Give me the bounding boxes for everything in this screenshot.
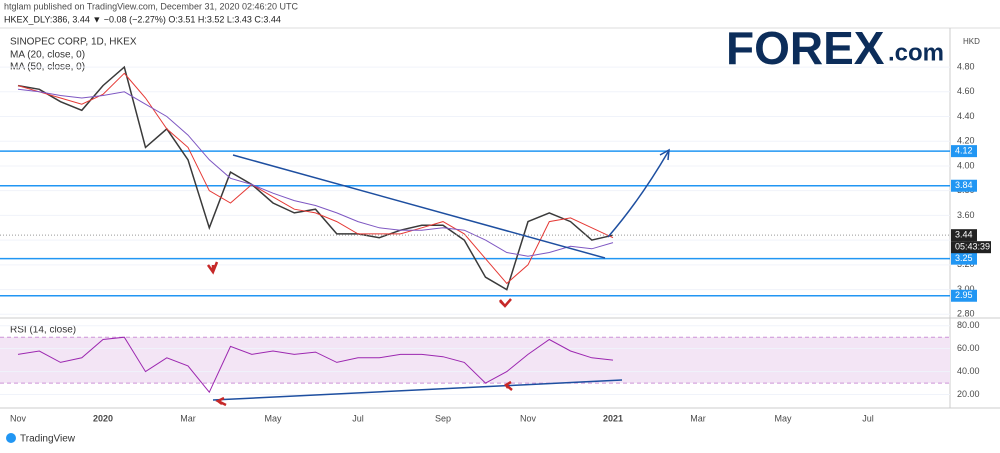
trendline <box>232 154 606 259</box>
ma-line <box>17 88 614 257</box>
x-tick-label: Nov <box>10 413 27 423</box>
y-tick-label: 40.00 <box>957 366 980 376</box>
level-tag <box>951 252 977 265</box>
x-tick-label: 2021 <box>603 413 623 423</box>
symbol-line: HKEX_DLY:386, 3.44 ▼ −0.08 (−2.27%) O:3.… <box>4 14 281 24</box>
level-label: 3.84 <box>955 180 973 190</box>
x-tick-label: May <box>774 413 792 423</box>
y-tick-label: 80.00 <box>957 320 980 330</box>
level-label: 2.95 <box>955 290 973 300</box>
y-tick-label: 4.60 <box>957 86 975 96</box>
ma-line <box>17 72 614 285</box>
level-label: 3.25 <box>955 253 973 263</box>
chart-title: SINOPEC CORP, 1D, HKEX <box>10 37 137 48</box>
countdown-tag <box>951 241 991 254</box>
rsi-line <box>17 336 614 394</box>
y-tick-label: 4.20 <box>957 136 975 146</box>
author-line: htglam published on TradingView.com, Dec… <box>4 1 299 11</box>
currency: HKD <box>963 37 980 46</box>
brand-suffix: .com <box>888 39 944 66</box>
marker-arrow <box>206 261 219 275</box>
x-tick-label: Jul <box>862 413 874 423</box>
level-tag <box>951 145 977 158</box>
rsi-band <box>0 337 950 384</box>
rsi-trendline <box>212 379 623 401</box>
x-tick-label: 2020 <box>93 413 113 423</box>
x-tick-label: Mar <box>180 413 196 423</box>
countdown-label: 05:43:39 <box>955 242 990 252</box>
y-tick-label: 3.60 <box>957 210 975 220</box>
level-label: 4.12 <box>955 146 973 156</box>
marker-arrow <box>503 380 513 391</box>
footer-icon <box>6 433 16 443</box>
level-tag <box>951 289 977 302</box>
y-tick-label: 60.00 <box>957 343 980 353</box>
y-tick-label: 20.00 <box>957 389 980 399</box>
x-tick-label: Sep <box>435 413 451 423</box>
last-value-label: 3.44 <box>955 230 973 240</box>
x-tick-label: Jul <box>352 413 364 423</box>
legend-entry: MA (20, close, 0) <box>10 50 85 61</box>
rsi-title: RSI (14, close) <box>10 325 76 336</box>
level-tag <box>951 179 977 192</box>
price-line <box>17 65 614 291</box>
last-value-tag <box>951 229 977 242</box>
x-tick-label: Mar <box>690 413 706 423</box>
x-tick-label: Nov <box>520 413 537 423</box>
x-tick-label: May <box>264 413 282 423</box>
footer-text: TradingView <box>20 434 76 445</box>
marker-arrow <box>499 298 512 308</box>
brand-logo: FOREX <box>726 22 885 74</box>
y-tick-label: 4.00 <box>957 160 975 170</box>
y-tick-label: 2.80 <box>957 309 975 319</box>
annotations <box>206 148 670 407</box>
marker-arrow <box>215 396 227 407</box>
projection-arrow <box>607 148 670 238</box>
y-tick-label: 4.80 <box>957 61 975 71</box>
y-tick-label: 4.40 <box>957 111 975 121</box>
y-tick-label: 3.00 <box>957 284 975 294</box>
